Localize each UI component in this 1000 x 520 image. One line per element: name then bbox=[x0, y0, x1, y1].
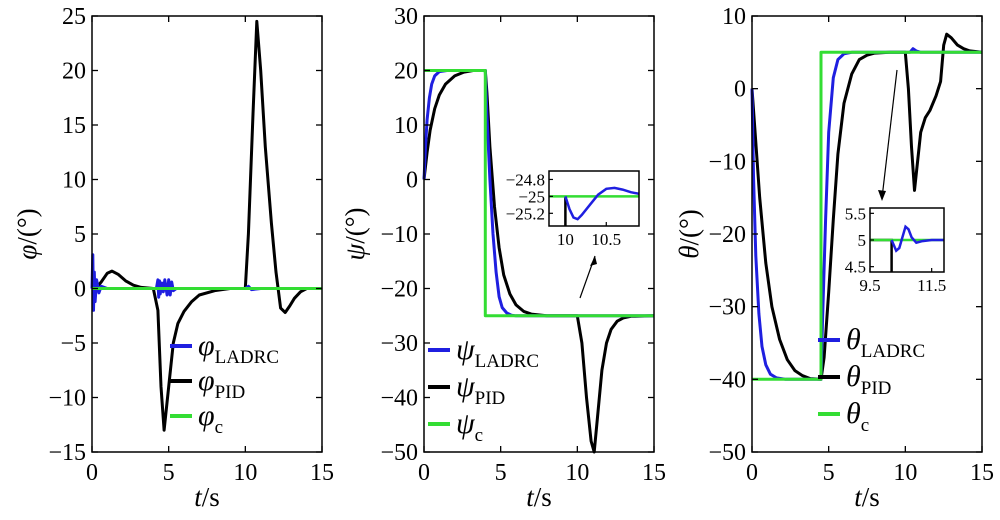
legend-phi-ladrc: φLADRC bbox=[198, 329, 279, 368]
xtick-label: 15 bbox=[310, 460, 334, 486]
inset-ytick-label: 5 bbox=[858, 231, 867, 250]
ytick-label: 0 bbox=[74, 277, 86, 303]
ytick-label: 20 bbox=[394, 59, 418, 85]
panel-psi-legend: ψLADRC ψPID ψc bbox=[428, 333, 539, 446]
legend-psi-ladrc: ψLADRC bbox=[456, 333, 539, 372]
series-phi-pid bbox=[91, 19, 322, 432]
ytick-label: −10 bbox=[48, 386, 86, 412]
ytick-label: 10 bbox=[62, 168, 86, 194]
panel-psi-inset: 10 10.5 −24.8−25−25.2 bbox=[506, 170, 640, 249]
panel-psi: 0 5 10 15 30 20 10 0 −10 −20 −30 −40 −50 t/s ψ/(°) 1… bbox=[340, 4, 666, 512]
ytick-label: −30 bbox=[708, 295, 746, 321]
inset-psi-arrowhead bbox=[590, 256, 597, 266]
ytick-label: 5 bbox=[74, 222, 86, 248]
ytick-label: −20 bbox=[708, 222, 746, 248]
panel-phi-xlabel: t/s bbox=[194, 482, 220, 512]
inset-ytick-label: −25.2 bbox=[506, 204, 545, 223]
panel-psi-ylabel: ψ/(°) bbox=[340, 207, 370, 260]
legend-theta-c: θc bbox=[846, 397, 869, 436]
panel-theta: 0 5 10 15 10 0 −10 −20 −30 −40 −50 t/s θ/(°) 9.5 11… bbox=[674, 4, 994, 512]
xtick-label: 0 bbox=[418, 460, 430, 486]
panel-phi: 0 5 10 15 25 20 15 10 5 0 −5 −10 −15 t/s φ/(°) φLADR… bbox=[12, 4, 334, 512]
ytick-label: −20 bbox=[380, 277, 418, 303]
inset-series-psi-ladrc bbox=[564, 186, 639, 221]
series-theta-ladrc bbox=[750, 47, 982, 381]
inset-ytick-label: −25 bbox=[518, 187, 545, 206]
inset-ytick-label: −24.8 bbox=[506, 170, 545, 189]
panel-theta-ylabel: θ/(°) bbox=[674, 209, 704, 259]
inset-xtick-label: 9.5 bbox=[859, 276, 880, 295]
series-psi-c bbox=[424, 69, 654, 318]
panel-theta-legend: θLADRC θPID θc bbox=[818, 323, 925, 436]
xtick-label: 10 bbox=[893, 460, 917, 486]
panel-phi-legend: φLADRC φPID φc bbox=[170, 329, 279, 438]
series-psi-pid bbox=[422, 69, 655, 454]
ytick-label: 10 bbox=[394, 113, 418, 139]
legend-phi-c: φc bbox=[198, 399, 223, 438]
xtick-label: 10 bbox=[233, 460, 257, 486]
ytick-label: 20 bbox=[62, 59, 86, 85]
ytick-label: 0 bbox=[406, 168, 418, 194]
panel-phi-ylabel: φ/(°) bbox=[12, 208, 42, 259]
ytick-label: −40 bbox=[708, 367, 746, 393]
inset-psi-frame bbox=[548, 170, 640, 227]
legend-theta-pid: θPID bbox=[846, 360, 891, 399]
series-theta-c bbox=[752, 50, 982, 381]
legend-phi-pid: φPID bbox=[198, 364, 245, 403]
xtick-label: 5 bbox=[163, 460, 175, 486]
ytick-label: −10 bbox=[708, 149, 746, 175]
inset-xtick-label: 10.5 bbox=[591, 230, 621, 249]
ytick-label: −30 bbox=[380, 331, 418, 357]
xtick-label: 5 bbox=[823, 460, 835, 486]
legend-theta-ladrc: θLADRC bbox=[846, 323, 925, 362]
xtick-label: 15 bbox=[642, 460, 666, 486]
xtick-label: 15 bbox=[970, 460, 994, 486]
legend-psi-c: ψc bbox=[456, 407, 483, 446]
ytick-label: 0 bbox=[734, 77, 746, 103]
xtick-label: 10 bbox=[565, 460, 589, 486]
inset-ytick-label: 4.5 bbox=[845, 258, 866, 277]
series-theta-pid bbox=[750, 32, 983, 381]
ytick-label: −50 bbox=[380, 440, 418, 466]
inset-series-theta-ladrc bbox=[890, 224, 944, 253]
ytick-label: −10 bbox=[380, 222, 418, 248]
ytick-label: −15 bbox=[48, 440, 86, 466]
ytick-label: −40 bbox=[380, 386, 418, 412]
inset-theta-arrowhead bbox=[878, 190, 886, 201]
panel-psi-xlabel: t/s bbox=[526, 482, 552, 512]
ytick-label: 15 bbox=[62, 113, 86, 139]
ytick-label: 10 bbox=[722, 4, 746, 30]
legend-psi-pid: ψPID bbox=[456, 370, 505, 409]
inset-xtick-label: 10 bbox=[557, 230, 574, 249]
ytick-label: −5 bbox=[60, 331, 86, 357]
panel-theta-inset: 9.5 11.5 5.5 5 4.5 bbox=[845, 204, 946, 295]
ytick-label: −50 bbox=[708, 440, 746, 466]
ytick-label: 30 bbox=[394, 4, 418, 30]
inset-theta-arrow bbox=[881, 69, 898, 199]
inset-ytick-label: 5.5 bbox=[845, 204, 866, 223]
inset-xtick-label: 11.5 bbox=[917, 276, 946, 295]
panel-theta-xlabel: t/s bbox=[854, 482, 880, 512]
xtick-label: 5 bbox=[495, 460, 507, 486]
ytick-label: 25 bbox=[62, 4, 86, 30]
xtick-label: 0 bbox=[86, 460, 98, 486]
xtick-label: 0 bbox=[746, 460, 758, 486]
